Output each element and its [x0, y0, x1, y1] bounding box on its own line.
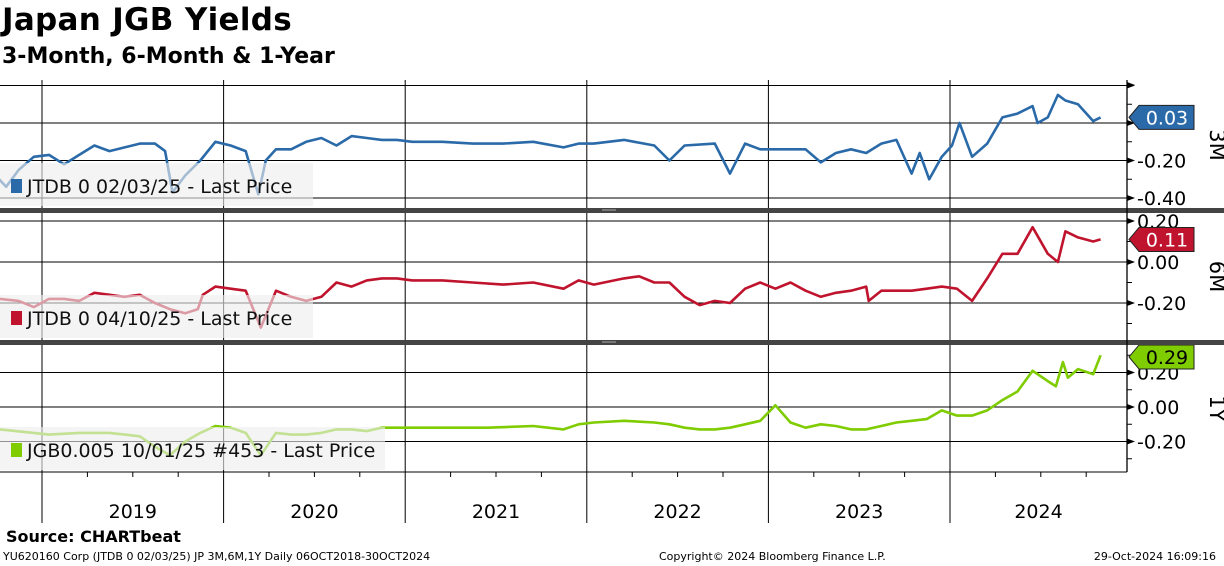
- legend-swatch: [11, 179, 22, 193]
- x-tick-label: 2024: [1014, 501, 1062, 523]
- chart-area: JTDB 0 02/03/25 - Last Price JTDB 0 04/10…: [0, 80, 1224, 523]
- legend-swatch: [11, 443, 22, 457]
- legend-box: [0, 295, 313, 338]
- last-value-badge: [1128, 226, 1195, 252]
- security-info: YU620160 Corp (JTDB 0 02/03/25) JP 3M,6M…: [3, 550, 431, 563]
- y-tick-label: 0.00: [1137, 397, 1179, 419]
- chart-title: Japan JGB Yields: [2, 2, 292, 38]
- y-tick-label: -0.20: [1137, 293, 1186, 315]
- legend-label: JTDB 0 04/10/25 - Last Price: [26, 308, 292, 330]
- y-axis-title: 3M: [1205, 129, 1224, 160]
- y-axis-title: 6M: [1205, 261, 1224, 292]
- last-value-badge: [1128, 104, 1195, 130]
- legend-swatch: [11, 311, 22, 325]
- last-value-text: 0.11: [1146, 229, 1188, 251]
- y-axis-title: 1Y: [1205, 395, 1224, 421]
- x-tick-label: 2022: [653, 501, 701, 523]
- x-tick-label: 2019: [109, 501, 157, 523]
- y-tick-label: 0.00: [1137, 252, 1179, 274]
- y-tick-label: -0.40: [1137, 188, 1186, 210]
- legend-label: JGB0.005 10/01/25 #453 - Last Price: [26, 440, 375, 462]
- x-tick-label: 2020: [290, 501, 338, 523]
- series-line-3M: [0, 93, 1102, 196]
- last-value-text: 0.03: [1146, 107, 1188, 129]
- legend-box: [0, 163, 313, 206]
- y-tick-label: -0.20: [1137, 432, 1186, 454]
- last-value-badge: [1128, 344, 1195, 370]
- chart-subtitle: 3-Month, 6-Month & 1-Year: [2, 44, 335, 69]
- x-tick-label: 2023: [835, 501, 883, 523]
- legend-label: JTDB 0 02/03/25 - Last Price: [26, 176, 292, 198]
- y-tick-label: -0.20: [1137, 151, 1186, 173]
- timestamp: 29-Oct-2024 16:09:16: [1093, 550, 1216, 563]
- tick-arrow: [1127, 82, 1135, 88]
- source-note: Source: CHARTbeat: [6, 527, 181, 546]
- legend-box: [0, 427, 385, 470]
- last-value-text: 0.29: [1146, 347, 1188, 369]
- x-tick-label: 2021: [472, 501, 520, 523]
- copyright: Copyright© 2024 Bloomberg Finance L.P.: [659, 550, 886, 563]
- series-line-1Y: [0, 354, 1102, 457]
